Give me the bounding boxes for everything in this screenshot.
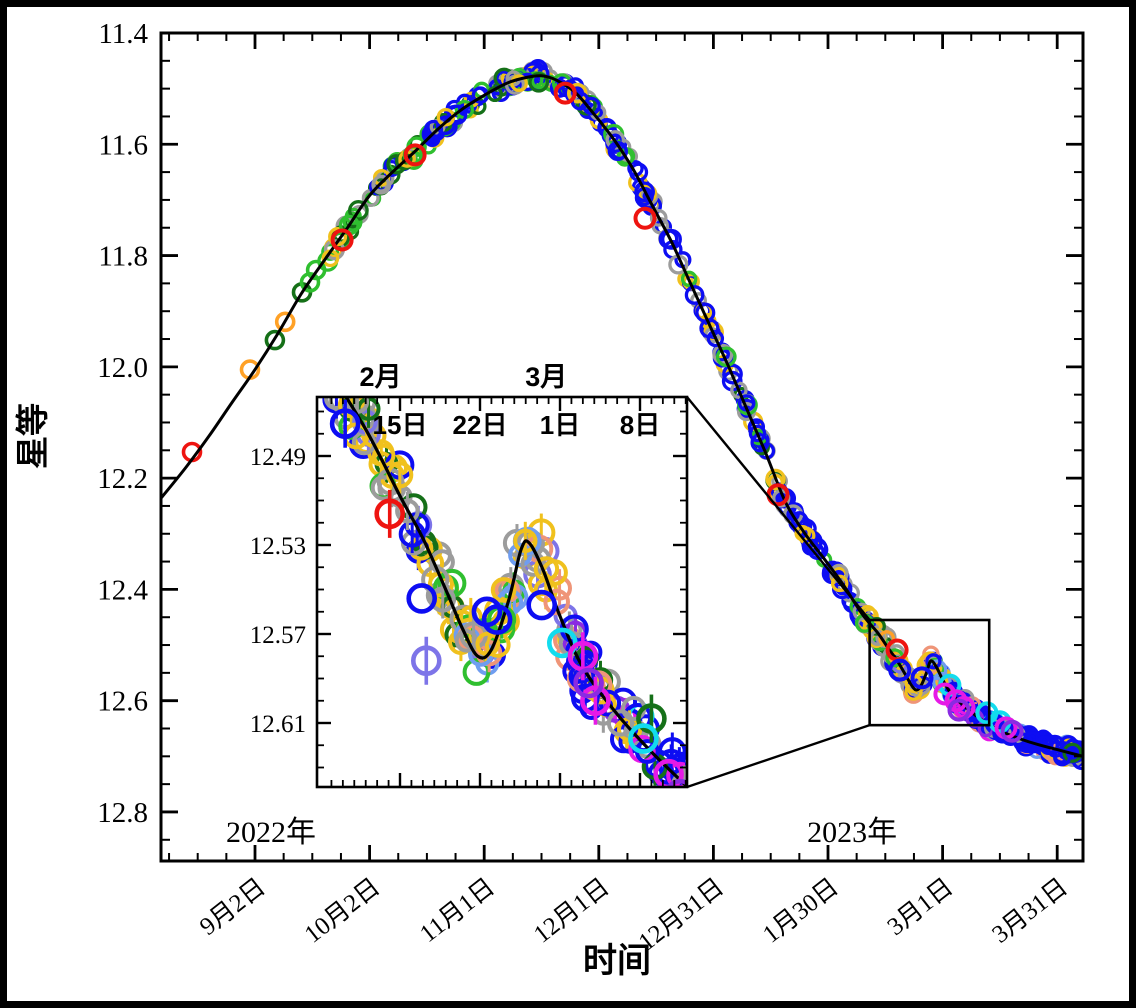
inset-highlight-point-magenta bbox=[580, 685, 611, 717]
inset-highlight-point-blue bbox=[481, 604, 513, 635]
data-point-green bbox=[305, 259, 327, 281]
data-point bbox=[722, 363, 743, 385]
inset-highlight-point-magenta bbox=[653, 758, 684, 787]
data-point bbox=[750, 433, 770, 453]
y-tick-label: 12.8 bbox=[97, 797, 148, 829]
y-tick-label: 11.4 bbox=[98, 18, 148, 50]
highlight-point-red bbox=[553, 81, 577, 105]
data-point bbox=[510, 74, 528, 93]
data-point bbox=[372, 174, 390, 193]
inset-highlight-point-slate bbox=[410, 645, 442, 677]
y-tick-label: 11.6 bbox=[98, 129, 148, 161]
inset-data-point bbox=[427, 571, 454, 598]
data-point bbox=[383, 159, 401, 178]
inset-data-point bbox=[513, 528, 538, 553]
inset-highlight-point-blue bbox=[329, 408, 361, 440]
data-point bbox=[684, 285, 705, 305]
inset-highlight-point-blue bbox=[526, 589, 558, 621]
inset-highlight-point-dark_green bbox=[636, 703, 667, 734]
inset-month-label: 3月 bbox=[525, 362, 567, 392]
data-point bbox=[658, 229, 679, 249]
inset-connector-top bbox=[686, 396, 871, 621]
inset-y-tick-label: 12.57 bbox=[250, 622, 306, 649]
data-point bbox=[328, 227, 348, 247]
inset-highlight-point-cyan bbox=[546, 627, 578, 659]
data-point bbox=[925, 653, 942, 670]
inset-data-point bbox=[666, 761, 687, 787]
highlight-point-purple bbox=[947, 698, 971, 722]
year-label: 2022年 bbox=[226, 816, 316, 849]
inset-highlight-point-blue bbox=[406, 583, 438, 614]
inset-day-tick-label: 22日 bbox=[453, 410, 508, 440]
data-point bbox=[447, 104, 468, 125]
inset-highlight-point-red bbox=[374, 498, 406, 530]
inset-highlight-point-cyan bbox=[628, 723, 659, 754]
inset-data-point bbox=[490, 577, 517, 603]
inset-day-tick-label: 8日 bbox=[620, 410, 660, 440]
data-point-dark_green bbox=[264, 329, 286, 351]
inset-frame-ticks: 15日 22日 1日 8日 2月 3月 12.49 12.53 12.57 12.61 bbox=[250, 362, 689, 789]
inset-data-point bbox=[337, 397, 365, 419]
inset-connector-bottom bbox=[686, 724, 871, 789]
x-axis-title: 时间 bbox=[583, 942, 651, 980]
inset-highlighted-points bbox=[329, 399, 687, 787]
inset-data-point bbox=[395, 498, 420, 524]
data-point bbox=[680, 270, 698, 288]
highlighted-points bbox=[330, 81, 1024, 743]
inset-day-tick-label: 15日 bbox=[373, 410, 428, 440]
y-axis-title: 星等 bbox=[14, 403, 51, 469]
inset-model-curve-path bbox=[344, 397, 687, 787]
highlight-point-purple bbox=[1000, 719, 1024, 743]
zoom-region-box bbox=[868, 618, 991, 727]
inset-highlight-point-purple bbox=[666, 778, 687, 787]
y-tick-label: 12.4 bbox=[97, 574, 148, 606]
data-point bbox=[528, 71, 550, 93]
data-point bbox=[342, 211, 363, 232]
inset-y-tick-label: 12.53 bbox=[250, 533, 306, 560]
data-point bbox=[649, 209, 668, 227]
inset-data-point bbox=[398, 520, 426, 548]
data-point-orange bbox=[274, 311, 296, 333]
inset-highlight-point-purple bbox=[573, 667, 604, 699]
y-tick-label: 12.6 bbox=[97, 686, 148, 718]
data-point bbox=[730, 381, 748, 399]
data-point bbox=[435, 115, 456, 136]
highlight-point-blue bbox=[888, 658, 912, 682]
data-point bbox=[699, 318, 720, 339]
inset-data-point bbox=[543, 588, 571, 616]
highlight-point-red bbox=[403, 143, 427, 167]
data-point bbox=[634, 181, 655, 203]
highlight-point-blue bbox=[910, 666, 934, 690]
inset-data-point bbox=[606, 709, 635, 737]
data-point bbox=[348, 200, 369, 221]
data-point bbox=[830, 574, 849, 593]
year-label: 2023年 bbox=[807, 816, 897, 849]
data-point bbox=[748, 424, 767, 443]
highlight-point-red bbox=[330, 228, 354, 252]
inset-day-tick-label: 1日 bbox=[540, 410, 580, 440]
data-point bbox=[1040, 734, 1060, 754]
highlight-point-red bbox=[633, 206, 657, 230]
y-tick-label: 12.2 bbox=[97, 463, 148, 495]
inset-y-tick-label: 12.49 bbox=[250, 444, 306, 471]
main-axes-frame bbox=[159, 31, 1085, 863]
inset-month-label: 2月 bbox=[360, 362, 402, 392]
data-point bbox=[715, 346, 737, 368]
inset-y-tick-label: 12.61 bbox=[250, 711, 306, 738]
y-tick-label: 12.0 bbox=[97, 352, 148, 384]
data-point bbox=[423, 119, 444, 139]
y-tick-label: 11.8 bbox=[98, 241, 148, 273]
data-point bbox=[566, 83, 588, 104]
